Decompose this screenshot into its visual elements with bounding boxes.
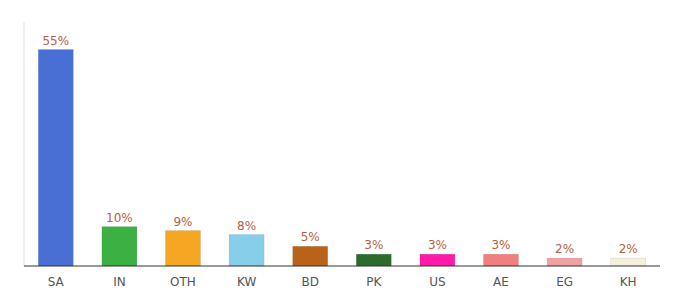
x-tick-label: US [429,275,445,289]
x-tick-label: PK [366,275,382,289]
y-axis-line [24,22,25,266]
x-tick-label: SA [48,275,65,289]
x-tick-label: BD [301,275,318,289]
data-labels: 55% 10% 9% 8% 5% 3% 3% 3% 2% 2% [42,34,637,257]
x-tick-label: KH [620,275,637,289]
x-axis-line [24,266,660,267]
data-label: 10% [106,211,133,225]
bar [484,254,519,266]
bar [293,246,328,266]
bar [356,254,391,266]
x-tick-label: IN [113,275,126,289]
x-tick-label: OTH [170,275,196,289]
data-label: 8% [237,219,256,233]
x-tick-labels: SA IN OTH KW BD PK US AE EG KH [48,275,637,289]
data-label: 3% [364,238,383,252]
x-tick-label: AE [493,275,509,289]
chart-container: 55% 10% 9% 8% 5% 3% 3% 3% 2% 2% SA IN OTH KW BD PK US AE E… [0,0,680,300]
bars [38,50,645,266]
data-label: 9% [173,215,192,229]
data-label: 3% [491,238,510,252]
data-label: 55% [42,34,69,48]
chart-svg: 55% 10% 9% 8% 5% 3% 3% 3% 2% 2% SA IN OTH KW BD PK US AE E… [0,0,680,300]
bar [611,258,646,266]
bar [102,227,137,266]
x-tick-label: EG [556,275,573,289]
bar [38,50,73,266]
data-label: 5% [301,230,320,244]
data-label: 2% [619,242,638,256]
data-label: 3% [428,238,447,252]
data-label: 2% [555,242,574,256]
x-tick-label: KW [237,275,256,289]
bar [166,231,201,266]
bar [229,235,264,266]
bar [420,254,455,266]
bar [547,258,582,266]
